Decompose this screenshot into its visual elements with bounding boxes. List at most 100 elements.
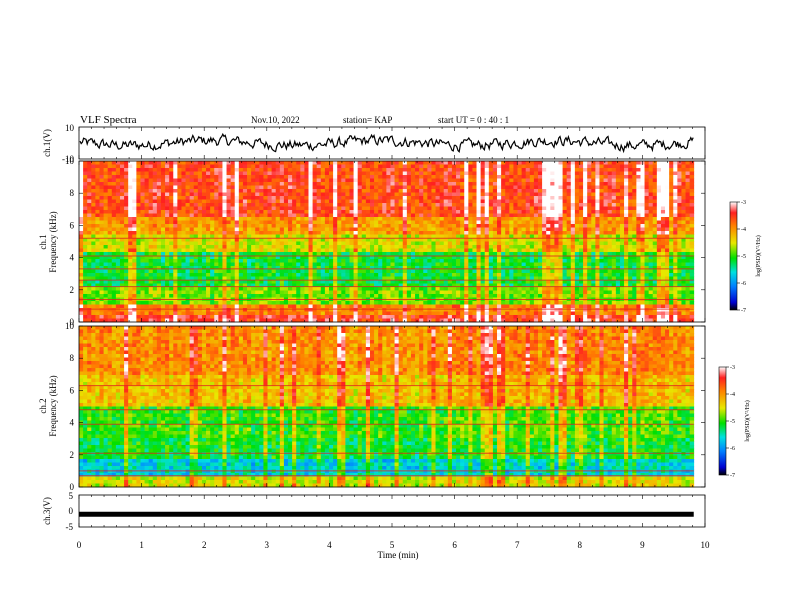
spectrogram-cell [132, 234, 137, 239]
spectrogram-cell [275, 220, 281, 225]
spectrogram-cell [95, 182, 100, 186]
spectrogram-cell [214, 273, 219, 277]
spectrogram-cell [546, 175, 551, 179]
spectrogram-cell [538, 262, 543, 267]
spectrogram-cell [488, 199, 494, 204]
spectrogram-cell [603, 241, 609, 246]
spectrogram-cell [410, 178, 416, 183]
spectrogram-cell [685, 245, 691, 249]
spectrogram-cell [144, 203, 150, 207]
spectrogram-cell [152, 196, 158, 200]
spectrogram-cell [615, 262, 621, 267]
spectrogram-cell [554, 168, 559, 172]
spectrogram-cell [460, 259, 465, 263]
spectrogram-cell [644, 203, 650, 207]
spectrogram-cell [415, 217, 420, 221]
spectrogram-cell [492, 255, 498, 260]
spectrogram-cell [607, 262, 613, 267]
spectrogram-cell [587, 213, 592, 218]
spectrogram-cell [140, 266, 145, 270]
spectrogram-cell [665, 220, 670, 225]
spectrogram-cell [361, 252, 367, 256]
spectrogram-cell [431, 199, 436, 204]
spectrogram-cell [624, 199, 629, 204]
spectrogram-cell [509, 248, 514, 253]
spectrogram-cell [206, 164, 211, 169]
spectrogram-cell [497, 266, 502, 270]
spectrogram-cell [279, 266, 285, 270]
spectrogram-cell [460, 217, 465, 221]
spectrogram-cell [611, 241, 617, 246]
spectrogram-cell [615, 269, 621, 274]
spectrogram-cell [456, 185, 461, 190]
spectrogram-cell [357, 220, 363, 225]
spectrogram-cell [267, 231, 273, 235]
spectrogram-cell [558, 203, 563, 207]
spectrogram-cell [83, 206, 88, 211]
spectrogram-cell [591, 206, 596, 211]
spectrogram-cell [558, 175, 563, 179]
spectrogram-cell [214, 266, 219, 270]
spectrogram-cell [189, 238, 195, 242]
spectrogram-cell [165, 175, 170, 179]
spectrogram-cell [218, 196, 223, 200]
spectrogram-cell [423, 203, 428, 207]
spectrogram-cell [296, 175, 301, 179]
spectrogram-cell [300, 199, 305, 204]
spectrogram-cell [632, 199, 637, 204]
spectrogram-cell [619, 178, 625, 183]
spectrogram-cell [451, 189, 457, 193]
spectrogram-cell [189, 182, 195, 186]
spectrogram-cell [566, 269, 572, 274]
spectrogram-cell [390, 220, 395, 225]
spectrogram-cell [328, 227, 334, 232]
spectrogram-cell [538, 217, 543, 221]
spectrogram-cell [283, 168, 289, 172]
spectrogram-cell [472, 161, 477, 165]
spectrogram-cell [103, 248, 109, 253]
spectrogram-cell [681, 217, 686, 221]
spectrogram-cell [91, 262, 96, 267]
spectrogram-cell [267, 210, 273, 214]
spectrogram-cell [406, 234, 412, 239]
spectrogram-cell [476, 241, 482, 246]
spectrogram-cell [398, 231, 404, 235]
spectrogram-cell [587, 266, 592, 270]
spectrogram-cell [341, 255, 346, 260]
spectrogram-cell [382, 255, 387, 260]
spectrogram-cell [185, 164, 191, 169]
spectrogram-cell [271, 217, 277, 221]
spectrogram-cell [148, 227, 154, 232]
spectrogram-cell [685, 248, 691, 253]
spectrogram-cell [124, 178, 129, 183]
spectrogram-cell [636, 161, 641, 165]
spectrogram-cell [419, 224, 424, 228]
spectrogram-cell [394, 259, 400, 263]
spectrogram-cell [603, 220, 609, 225]
spectrogram-cell [619, 262, 625, 267]
spectrogram-cell [451, 199, 457, 204]
spectrogram-cell [398, 203, 404, 207]
spectrogram-cell [95, 168, 100, 172]
spectrogram-cell [431, 248, 436, 253]
spectrogram-cell [677, 266, 682, 270]
spectrogram-cell [378, 210, 383, 214]
spectrogram-cell [136, 210, 141, 214]
spectrogram-cell [296, 210, 301, 214]
spectrogram-cell [103, 199, 109, 204]
spectrogram-cell [247, 273, 252, 277]
spectrogram-cell [574, 259, 580, 263]
spectrogram-cell [283, 178, 289, 183]
spectrogram-cell [546, 217, 551, 221]
spectrogram-cell [419, 192, 424, 197]
spectrogram-cell [238, 213, 244, 218]
spectrogram-cell [640, 224, 645, 228]
spectrogram-cell [488, 245, 494, 249]
spectrogram-cell [419, 273, 424, 277]
spectrogram-cell [685, 210, 691, 214]
spectrogram-cell [652, 248, 658, 253]
spectrogram-cell [562, 175, 568, 179]
spectrogram-cell [533, 259, 539, 263]
spectrogram-cell [115, 273, 121, 277]
spectrogram-cell [402, 199, 408, 204]
